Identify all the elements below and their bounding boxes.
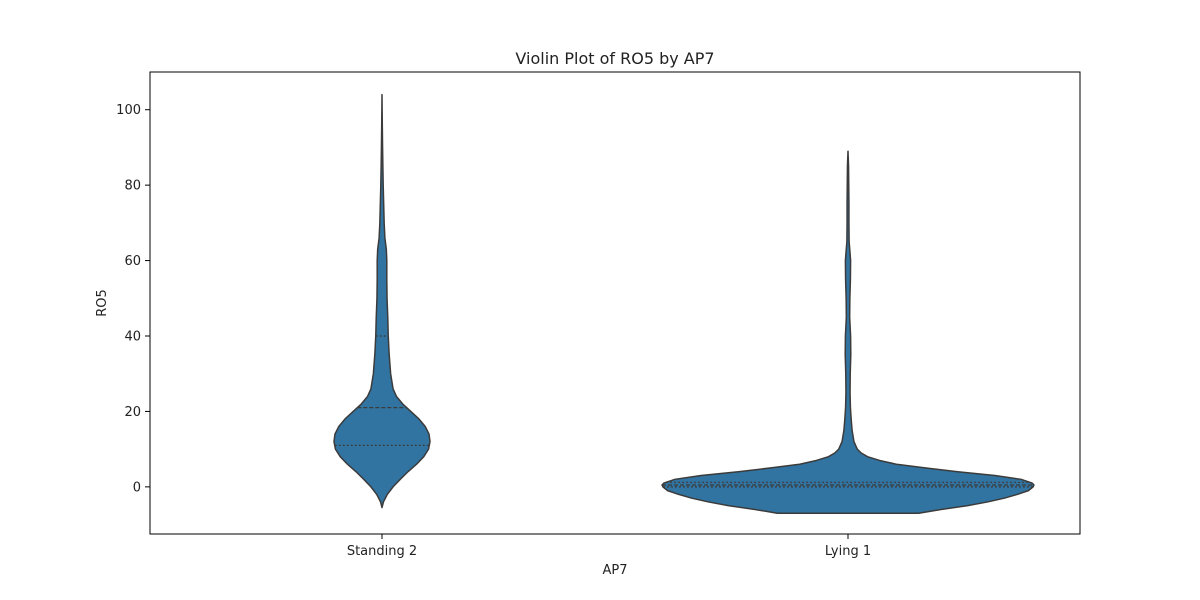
- y-axis-label: RO5: [95, 289, 110, 317]
- violin-body: [333, 93, 431, 509]
- x-axis: Standing 2 Lying 1: [347, 534, 871, 559]
- y-tick-label: 80: [124, 179, 141, 194]
- x-axis-label: AP7: [602, 563, 627, 578]
- y-tick-label: 100: [116, 103, 141, 118]
- chart-title: Violin Plot of RO5 by AP7: [515, 49, 714, 68]
- y-tick-label: 60: [124, 254, 141, 269]
- y-tick-label: 0: [133, 480, 141, 495]
- x-tick-label: Lying 1: [825, 544, 871, 559]
- y-tick-label: 20: [124, 405, 141, 420]
- violin-body: [661, 150, 1035, 515]
- y-axis: 0 20 40 60 80 100: [116, 103, 150, 495]
- violin-series: [333, 93, 1035, 515]
- x-tick-label: Standing 2: [347, 544, 417, 559]
- plot-area-frame: [149, 71, 1081, 535]
- y-tick-label: 40: [124, 330, 141, 345]
